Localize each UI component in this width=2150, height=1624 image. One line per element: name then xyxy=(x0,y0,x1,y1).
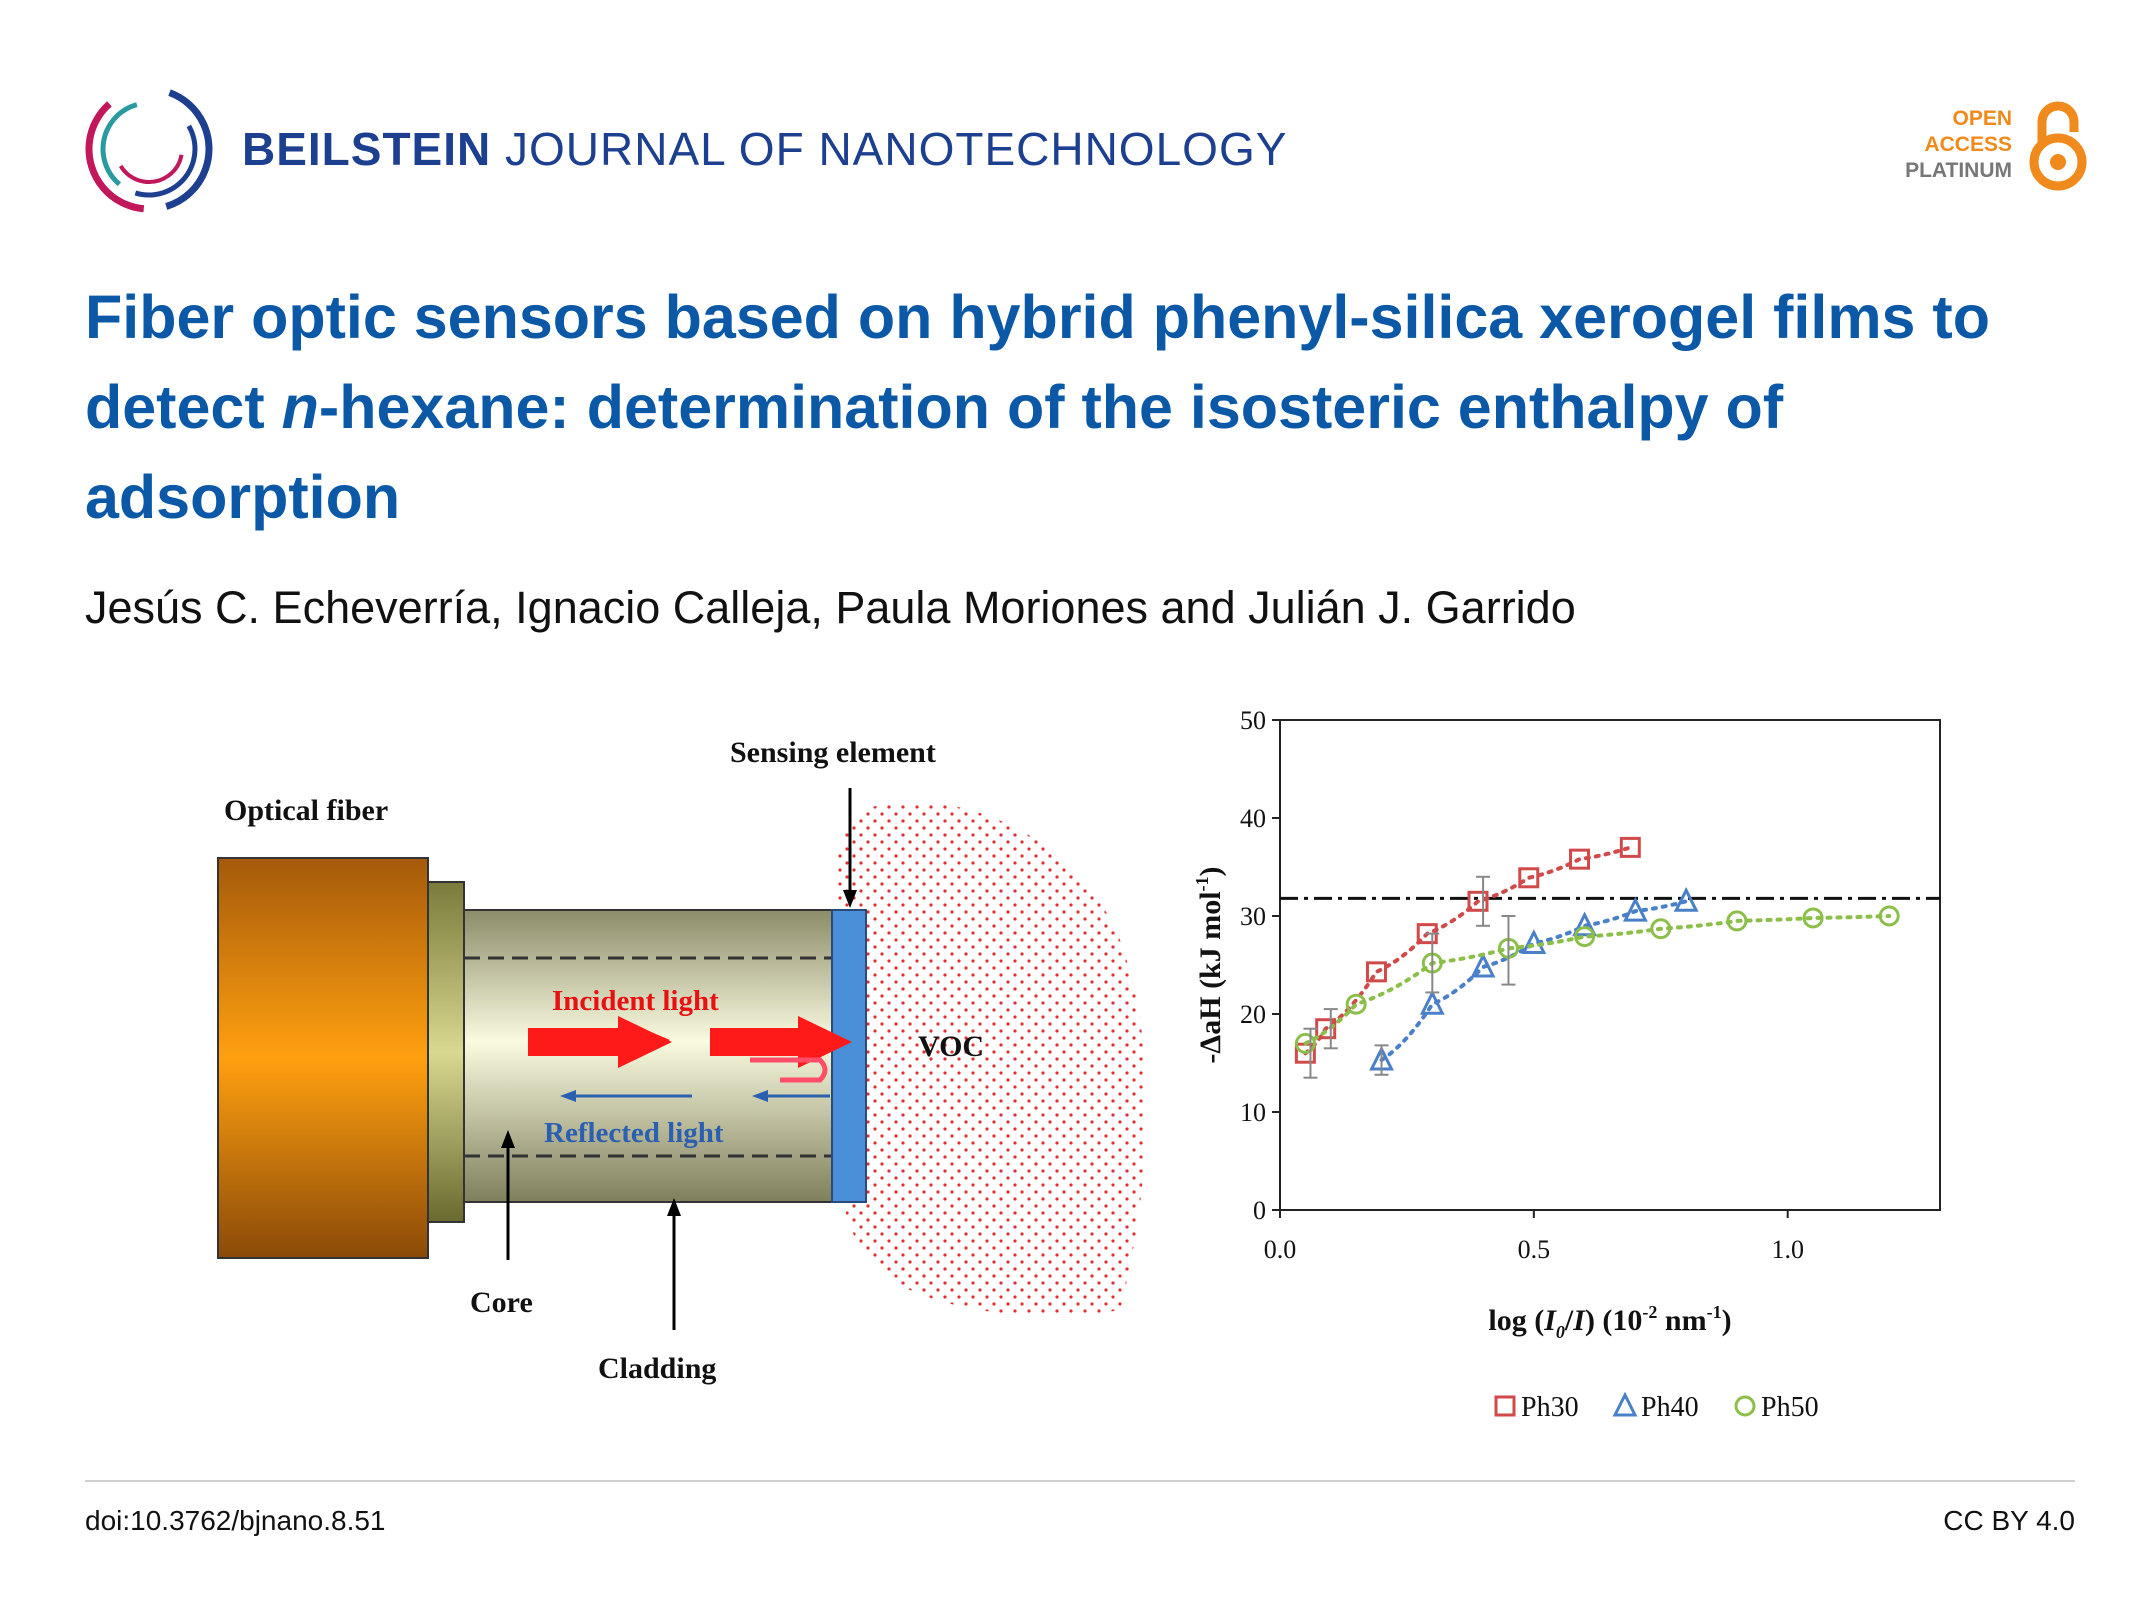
y-axis-label: -ΔaH (kJ mol-1) xyxy=(1192,866,1227,1063)
y-tick-label: 10 xyxy=(1240,1098,1266,1127)
x-label-post: ) (10 xyxy=(1585,1304,1642,1337)
license: CC BY 4.0 xyxy=(1943,1505,2075,1536)
y-tick-label: 40 xyxy=(1240,804,1266,833)
x-label-sub0: 0 xyxy=(1556,1322,1565,1342)
oa-line-platinum: PLATINUM xyxy=(1905,159,2012,182)
trend-line-ph50 xyxy=(1303,914,1892,1046)
article-title: Fiber optic sensors based on hybrid phen… xyxy=(85,272,2045,542)
open-access-badge: OPEN ACCESS PLATINUM xyxy=(1905,106,2012,184)
trend-line-ph40 xyxy=(1379,899,1689,1063)
x-label-exp2: -1 xyxy=(1707,1302,1722,1322)
data-point-ph30 xyxy=(1569,848,1591,870)
x-label-pre: log ( xyxy=(1488,1304,1544,1337)
open-access-lock-icon xyxy=(2029,101,2087,191)
data-point-ph30 xyxy=(1467,890,1489,912)
legend-label-ph30: Ph30 xyxy=(1521,1392,1579,1423)
data-point-ph30 xyxy=(1518,867,1540,889)
title-part-2: -hexane: determination of the isosteric … xyxy=(85,373,1784,531)
label-voc: VOC xyxy=(918,1030,984,1063)
x-axis-label: log (I0/I) (10-2 nm-1) xyxy=(1488,1302,1731,1342)
legend-marker-ph50 xyxy=(1734,1395,1756,1417)
data-point-ph50 xyxy=(1294,1032,1316,1054)
data-point-ph50 xyxy=(1574,926,1596,948)
y-axis-label-exp: -1 xyxy=(1192,876,1212,891)
optical-fiber-body xyxy=(217,857,429,1259)
data-point-ph50 xyxy=(1878,905,1900,927)
y-tick-label: 0 xyxy=(1253,1196,1266,1225)
data-point-ph50 xyxy=(1726,910,1748,932)
core-pointer-head xyxy=(501,1130,515,1148)
reflected-arrow-1-head xyxy=(560,1090,576,1102)
x-tick-label: 1.0 xyxy=(1771,1235,1804,1264)
voc-cloud xyxy=(835,802,1147,1316)
fiber-ring xyxy=(427,881,465,1223)
journal-name-bold: BEILSTEIN xyxy=(242,123,492,175)
sensing-element-film xyxy=(831,909,867,1203)
oa-line-access: ACCESS xyxy=(1924,133,2012,156)
data-point-ph50 xyxy=(1650,918,1672,940)
y-axis-label-main: -ΔaH (kJ mol xyxy=(1194,891,1227,1063)
x-label-end: ) xyxy=(1722,1304,1732,1337)
label-core: Core xyxy=(470,1286,533,1319)
trend-line-ph30 xyxy=(1303,845,1633,1056)
chart-legend: Ph30 Ph40 Ph50 xyxy=(1494,1391,1819,1423)
fiber-sensor-diagram: Sensing element Optical fiber Incident l… xyxy=(217,736,1147,1385)
label-incident-light: Incident light xyxy=(552,985,719,1017)
reflected-hook-icon xyxy=(750,1057,828,1083)
title-italic: n xyxy=(281,373,319,441)
data-point-ph40 xyxy=(1470,952,1496,978)
data-point-ph40 xyxy=(1572,911,1598,937)
journal-logo xyxy=(85,85,213,213)
title-part-1: Fiber optic sensors based on hybrid phen… xyxy=(85,283,1990,441)
label-cladding: Cladding xyxy=(598,1352,716,1385)
doi: doi:10.3762/bjnano.8.51 xyxy=(85,1505,386,1536)
legend-marker-ph30 xyxy=(1494,1395,1516,1417)
data-point-ph30 xyxy=(1619,836,1641,858)
cladding-pointer-head xyxy=(667,1198,681,1216)
y-tick-label: 50 xyxy=(1240,706,1266,735)
x-tick-label: 0.5 xyxy=(1518,1235,1551,1264)
x-tick-label: 0.0 xyxy=(1264,1235,1297,1264)
legend-label-ph50: Ph50 xyxy=(1761,1392,1819,1423)
y-tick-label: 30 xyxy=(1240,902,1266,931)
y-axis-label-end: ) xyxy=(1194,866,1227,876)
x-label-I: I xyxy=(1572,1304,1586,1337)
x-label-unit: nm xyxy=(1657,1304,1706,1337)
data-point-ph40 xyxy=(1419,989,1445,1015)
sensing-element-pointer-head xyxy=(843,890,857,908)
authors: Jesús C. Echeverría, Ignacio Calleja, Pa… xyxy=(85,582,1576,633)
data-point-ph40 xyxy=(1622,896,1648,922)
data-point-ph50 xyxy=(1802,907,1824,929)
data-point-ph40 xyxy=(1673,886,1699,912)
oa-line-open: OPEN xyxy=(1952,107,2012,130)
reflected-arrow-2-head xyxy=(752,1090,768,1102)
x-label-slash: / xyxy=(1564,1304,1574,1337)
plot-area-frame xyxy=(1279,719,1941,1211)
x-label-exp1: -2 xyxy=(1642,1302,1657,1322)
data-point-ph40 xyxy=(1521,929,1547,954)
x-label-I0: I xyxy=(1543,1304,1557,1337)
label-reflected-light: Reflected light xyxy=(544,1117,724,1149)
legend-label-ph40: Ph40 xyxy=(1641,1392,1699,1423)
incident-arrow-1-body xyxy=(528,1016,672,1068)
y-tick-label: 20 xyxy=(1240,1000,1266,1029)
footer-divider xyxy=(85,1480,2075,1482)
label-optical-fiber: Optical fiber xyxy=(224,794,388,827)
data-point-ph30 xyxy=(1365,961,1387,983)
legend-marker-ph40 xyxy=(1612,1391,1638,1417)
journal-name: BEILSTEIN JOURNAL OF NANOTECHNOLOGY xyxy=(242,122,1287,176)
journal-name-rest: JOURNAL OF NANOTECHNOLOGY xyxy=(491,123,1288,175)
label-sensing-element: Sensing element xyxy=(730,736,936,769)
incident-arrow-2 xyxy=(710,1016,852,1068)
data-point-ph50 xyxy=(1345,993,1367,1015)
